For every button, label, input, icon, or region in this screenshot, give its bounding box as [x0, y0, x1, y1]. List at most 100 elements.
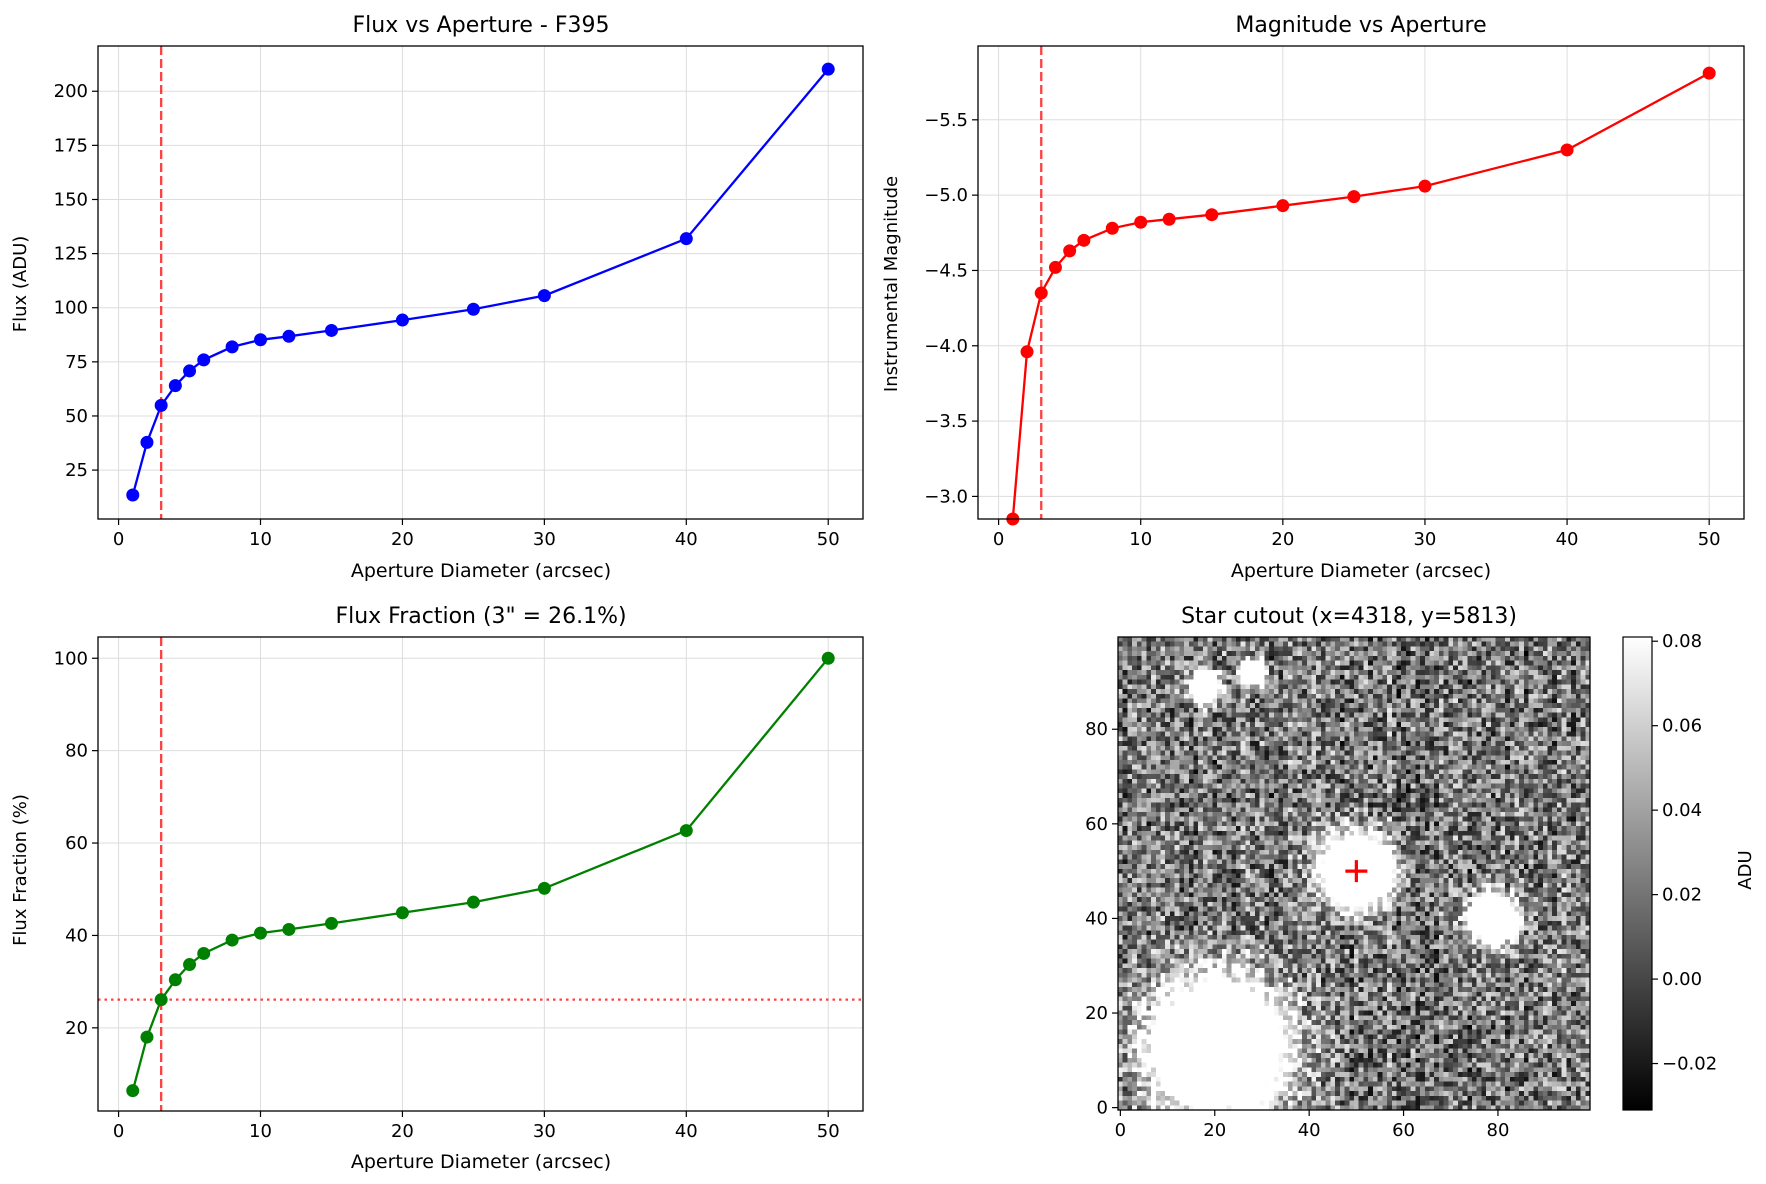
y-tick-label: 60 — [1085, 814, 1108, 835]
data-point — [1205, 208, 1219, 222]
data-point — [126, 1084, 140, 1098]
data-point — [254, 926, 268, 940]
data-point — [282, 329, 296, 343]
y-tick-label: −4.0 — [924, 336, 968, 357]
flux-fraction-chart: Flux Fraction (3" = 26.1%) Aperture Diam… — [10, 604, 627, 1173]
data-point — [154, 993, 168, 1007]
data-point — [395, 313, 409, 327]
y-tick-label: 25 — [65, 460, 88, 481]
y-tick-label: 50 — [65, 406, 88, 427]
y-tick-label: 100 — [54, 648, 88, 669]
y-tick-label: 40 — [65, 925, 88, 946]
x-tick-label: 0 — [113, 1121, 124, 1142]
x-tick-label: 20 — [391, 529, 414, 550]
axes-frame — [97, 636, 864, 1112]
data-point — [1063, 244, 1077, 258]
axes-frame — [1117, 636, 1591, 1111]
colorbar-tick-label: −0.02 — [1662, 1054, 1717, 1075]
data-point — [537, 289, 551, 303]
colorbar-label: ADU — [1735, 850, 1756, 889]
data-point — [537, 881, 551, 895]
x-tick-label: 60 — [1392, 1120, 1415, 1141]
y-tick-label: 75 — [65, 352, 88, 373]
y-tick-label: 100 — [54, 298, 88, 319]
colorbar: −0.02 0.00 0.02 0.04 0.06 0.08 — [1622, 631, 1717, 1111]
data-point — [1702, 66, 1716, 80]
x-tick-label: 20 — [391, 1121, 414, 1142]
data-point — [1276, 199, 1290, 213]
data-point — [1134, 215, 1148, 229]
y-axis-label: Instrumental Magnitude — [881, 176, 902, 392]
data-point — [225, 340, 239, 354]
data-point — [821, 62, 835, 76]
x-tick-label: 40 — [675, 529, 698, 550]
y-tick-label: −5.0 — [924, 185, 968, 206]
y-tick-label: 175 — [54, 135, 88, 156]
star-cutout: Star cutout (x=4318, y=5813) ADU — [1181, 604, 1756, 890]
data-point — [679, 232, 693, 246]
x-tick-label: 20 — [1203, 1120, 1226, 1141]
data-point — [168, 379, 182, 393]
data-point — [466, 895, 480, 909]
flux-chart: Flux vs Aperture - F395 Aperture Diamete… — [10, 13, 611, 582]
data-point — [183, 364, 197, 378]
colorbar-tick-label: 0.06 — [1662, 716, 1702, 737]
chart-title: Flux Fraction (3" = 26.1%) — [335, 604, 626, 629]
chart-title: Flux vs Aperture - F395 — [352, 13, 609, 38]
data-point — [1560, 143, 1574, 157]
axes-frame — [977, 45, 1745, 520]
data-point — [140, 1030, 154, 1044]
image-area: 0 20 40 60 80 0 20 40 60 80 — [1085, 636, 1591, 1141]
cutout-image — [1118, 637, 1590, 1110]
data-point — [1162, 212, 1176, 226]
y-tick-label: 80 — [65, 741, 88, 762]
data-point — [126, 488, 140, 502]
x-tick-label: 50 — [1698, 529, 1721, 550]
x-tick-label: 30 — [1413, 529, 1436, 550]
data-point — [183, 958, 197, 972]
data-point — [1034, 286, 1048, 300]
y-axis-label: Flux Fraction (%) — [10, 794, 31, 946]
star-marker — [1345, 860, 1368, 883]
y-axis-label: Flux (ADU) — [10, 236, 31, 333]
data-point — [821, 651, 835, 665]
x-tick-label: 40 — [1556, 529, 1579, 550]
x-tick-label: 50 — [817, 1121, 840, 1142]
y-tick-label: 125 — [54, 244, 88, 265]
data-point — [1048, 260, 1062, 274]
y-tick-label: 150 — [54, 189, 88, 210]
x-tick-label: 10 — [249, 529, 272, 550]
data-point — [1347, 190, 1361, 204]
data-point — [1105, 221, 1119, 235]
chart-title: Magnitude vs Aperture — [1235, 13, 1486, 38]
x-tick-label: 0 — [1115, 1120, 1126, 1141]
chart-title: Star cutout (x=4318, y=5813) — [1181, 604, 1517, 629]
colorbar-tick-label: 0.02 — [1662, 885, 1702, 906]
data-point — [1418, 179, 1432, 193]
data-point — [1077, 233, 1091, 247]
y-tick-label: −4.5 — [924, 260, 968, 281]
data-point — [168, 973, 182, 987]
data-point — [395, 906, 409, 920]
data-point — [466, 302, 480, 316]
x-axis-label: Aperture Diameter (arcsec) — [1231, 560, 1491, 582]
x-axis-label: Aperture Diameter (arcsec) — [351, 560, 611, 582]
data-point — [140, 435, 154, 449]
y-tick-label: 80 — [1085, 719, 1108, 740]
x-tick-label: 40 — [1298, 1120, 1321, 1141]
x-axis-label: Aperture Diameter (arcsec) — [351, 1151, 611, 1173]
x-tick-label: 30 — [533, 529, 556, 550]
y-tick-label: 40 — [1085, 908, 1108, 929]
colorbar-tick-label: 0.00 — [1662, 969, 1702, 990]
y-tick-label: −3.0 — [924, 486, 968, 507]
data-point — [154, 398, 168, 412]
colorbar-tick-label: 0.08 — [1662, 631, 1702, 652]
x-tick-label: 80 — [1487, 1120, 1510, 1141]
colorbar-bar — [1622, 636, 1653, 1111]
data-point — [1020, 345, 1034, 359]
data-point — [282, 922, 296, 936]
y-tick-label: 200 — [54, 81, 88, 102]
x-tick-label: 10 — [1129, 529, 1152, 550]
x-tick-label: 30 — [533, 1121, 556, 1142]
